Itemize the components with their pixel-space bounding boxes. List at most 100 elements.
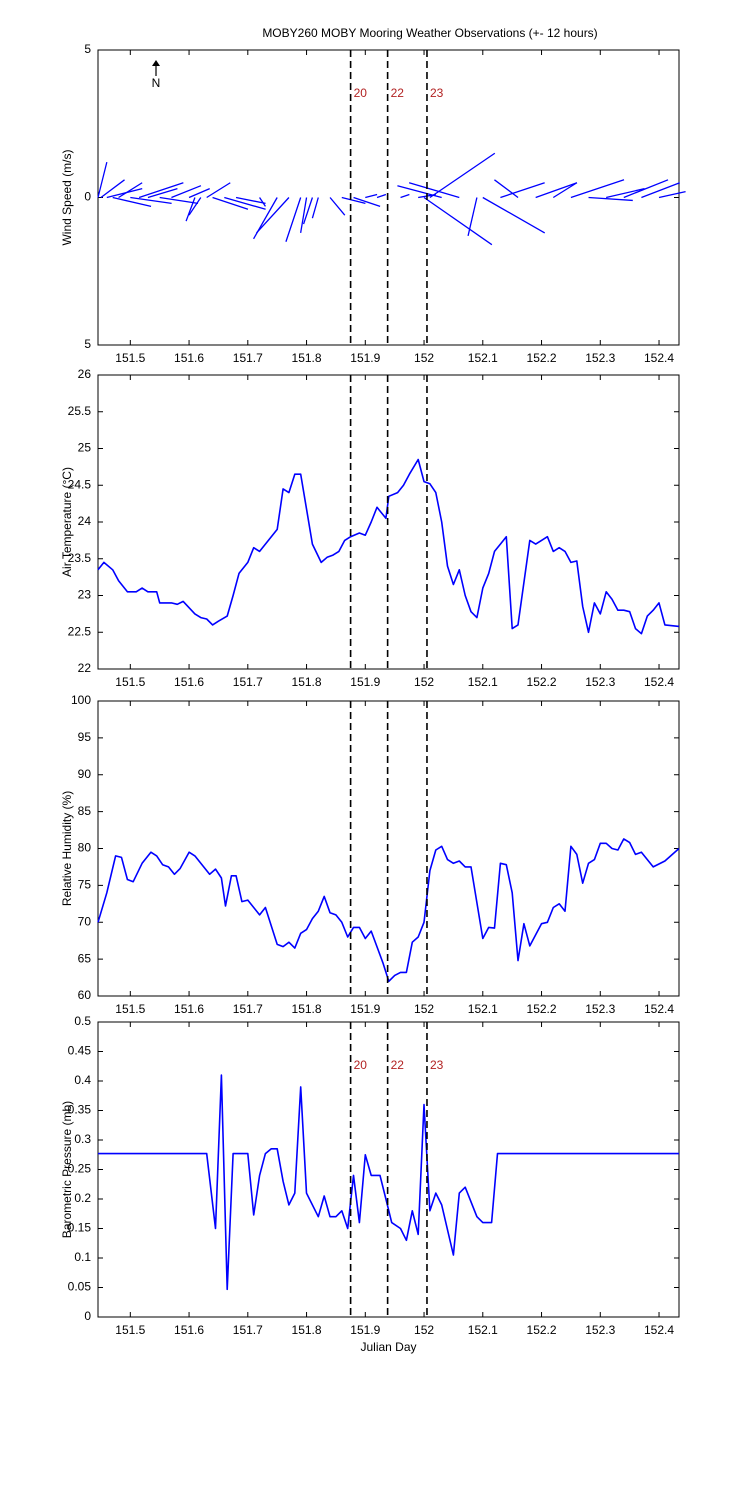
event-label: 22: [391, 1058, 405, 1072]
y-tick-label: 0.25: [68, 1162, 92, 1176]
y-tick-label: 24: [78, 514, 92, 528]
wind-stick: [329, 197, 346, 216]
x-tick-label: 151.7: [233, 675, 263, 689]
x-tick-label: 151.8: [292, 675, 322, 689]
wind-stick: [159, 196, 199, 205]
wind-stick: [423, 196, 493, 246]
y-tick-label: 0.4: [74, 1073, 91, 1087]
wind-stick: [482, 196, 546, 234]
y-tick-label: 24.5: [68, 477, 92, 491]
wind-stick: [376, 193, 387, 199]
x-tick-label: 151.5: [115, 675, 145, 689]
x-tick-label: 152.1: [468, 1323, 498, 1337]
x-tick-label: 151.7: [233, 1002, 263, 1016]
x-tick-label: 151.8: [292, 1002, 322, 1016]
x-tick-label: 151.8: [292, 351, 322, 365]
event-label: 22: [391, 86, 405, 100]
x-axis-label: Julian Day: [360, 1340, 416, 1354]
x-tick-label: 151.8: [292, 1323, 322, 1337]
y-tick-label: 70: [78, 914, 92, 928]
x-tick-label: 152.1: [468, 675, 498, 689]
wind-stick: [570, 179, 625, 199]
x-tick-label: 151.9: [350, 1323, 380, 1337]
y-tick-label: 0.15: [68, 1221, 92, 1235]
x-tick-label: 152: [414, 1002, 434, 1016]
wind-stick: [535, 182, 578, 199]
x-tick-label: 152.1: [468, 351, 498, 365]
wind-stick: [400, 193, 410, 199]
x-tick-label: 151.6: [174, 675, 204, 689]
axes-frame: [97, 1021, 680, 1318]
y-tick-label: 0.5: [74, 1014, 91, 1028]
x-tick-label: 151.5: [115, 1323, 145, 1337]
y-tick-label: 23.5: [68, 551, 92, 565]
wind-stick: [494, 179, 519, 199]
x-tick-label: 152: [414, 1323, 434, 1337]
wind-stick: [658, 190, 686, 199]
wind-stick: [467, 197, 478, 236]
x-tick-label: 152.4: [644, 1002, 674, 1016]
y-axis-label: Barometric Pressure (mb): [60, 1101, 74, 1238]
wind-stick: [429, 152, 496, 199]
wind-stick: [112, 196, 152, 207]
wind-stick: [341, 196, 366, 205]
event-label: 20: [354, 86, 368, 100]
y-tick-label: 0.35: [68, 1103, 92, 1117]
wind-stick: [500, 182, 545, 199]
x-tick-label: 152.2: [527, 675, 557, 689]
x-tick-label: 152.3: [585, 1323, 615, 1337]
x-tick-label: 152.2: [527, 1323, 557, 1337]
wind-stick: [255, 197, 290, 234]
y-tick-label: 22: [78, 661, 92, 675]
wind-stick: [300, 197, 308, 234]
y-tick-label: 65: [78, 951, 92, 965]
x-tick-label: 152.3: [585, 675, 615, 689]
wind-stick: [97, 161, 108, 198]
north-arrow-head: [152, 60, 160, 66]
y-tick-label: 0.45: [68, 1044, 92, 1058]
wind-stick: [353, 196, 381, 207]
y-axis-label: Wind Speed (m/s): [60, 149, 74, 245]
x-tick-label: 151.5: [115, 351, 145, 365]
x-tick-label: 151.7: [233, 1323, 263, 1337]
wind-stick: [206, 182, 231, 199]
wind-stick: [185, 197, 196, 222]
x-tick-label: 151.5: [115, 1002, 145, 1016]
y-tick-label: 90: [78, 767, 92, 781]
x-tick-label: 152: [414, 675, 434, 689]
wind-stick: [147, 188, 178, 199]
north-label: N: [152, 76, 161, 90]
wind-stick: [188, 188, 210, 199]
axes-frame: [97, 374, 680, 670]
wind-stick: [138, 182, 184, 199]
x-tick-label: 152.3: [585, 351, 615, 365]
wind-stick: [130, 196, 172, 205]
x-tick-label: 152: [414, 351, 434, 365]
wind-stick: [397, 185, 442, 199]
wind-stick: [224, 196, 266, 210]
y-tick-label: 5: [84, 337, 91, 351]
wind-stick: [623, 179, 669, 199]
y-tick-label: 95: [78, 730, 92, 744]
y-axis-label: Relative Humidity (%): [60, 791, 74, 906]
wind-stick: [552, 182, 578, 199]
figure-title: MOBY260 MOBY Mooring Weather Observation…: [262, 26, 597, 40]
y-tick-label: 80: [78, 841, 92, 855]
wind-stick: [365, 193, 378, 199]
y-tick-label: 0: [84, 1309, 91, 1323]
wind-stick: [212, 196, 249, 210]
y-tick-label: 60: [78, 988, 92, 1002]
y-tick-label: 25.5: [68, 404, 92, 418]
x-tick-label: 152.4: [644, 351, 674, 365]
wind-stick: [285, 197, 302, 242]
event-label: 23: [430, 1058, 444, 1072]
wind-stick: [171, 185, 202, 199]
x-tick-label: 151.9: [350, 675, 380, 689]
y-tick-label: 0.2: [74, 1191, 91, 1205]
x-tick-label: 152.2: [527, 1002, 557, 1016]
y-tick-label: 25: [78, 441, 92, 455]
y-tick-label: 0.3: [74, 1132, 91, 1146]
y-tick-label: 0.05: [68, 1280, 92, 1294]
